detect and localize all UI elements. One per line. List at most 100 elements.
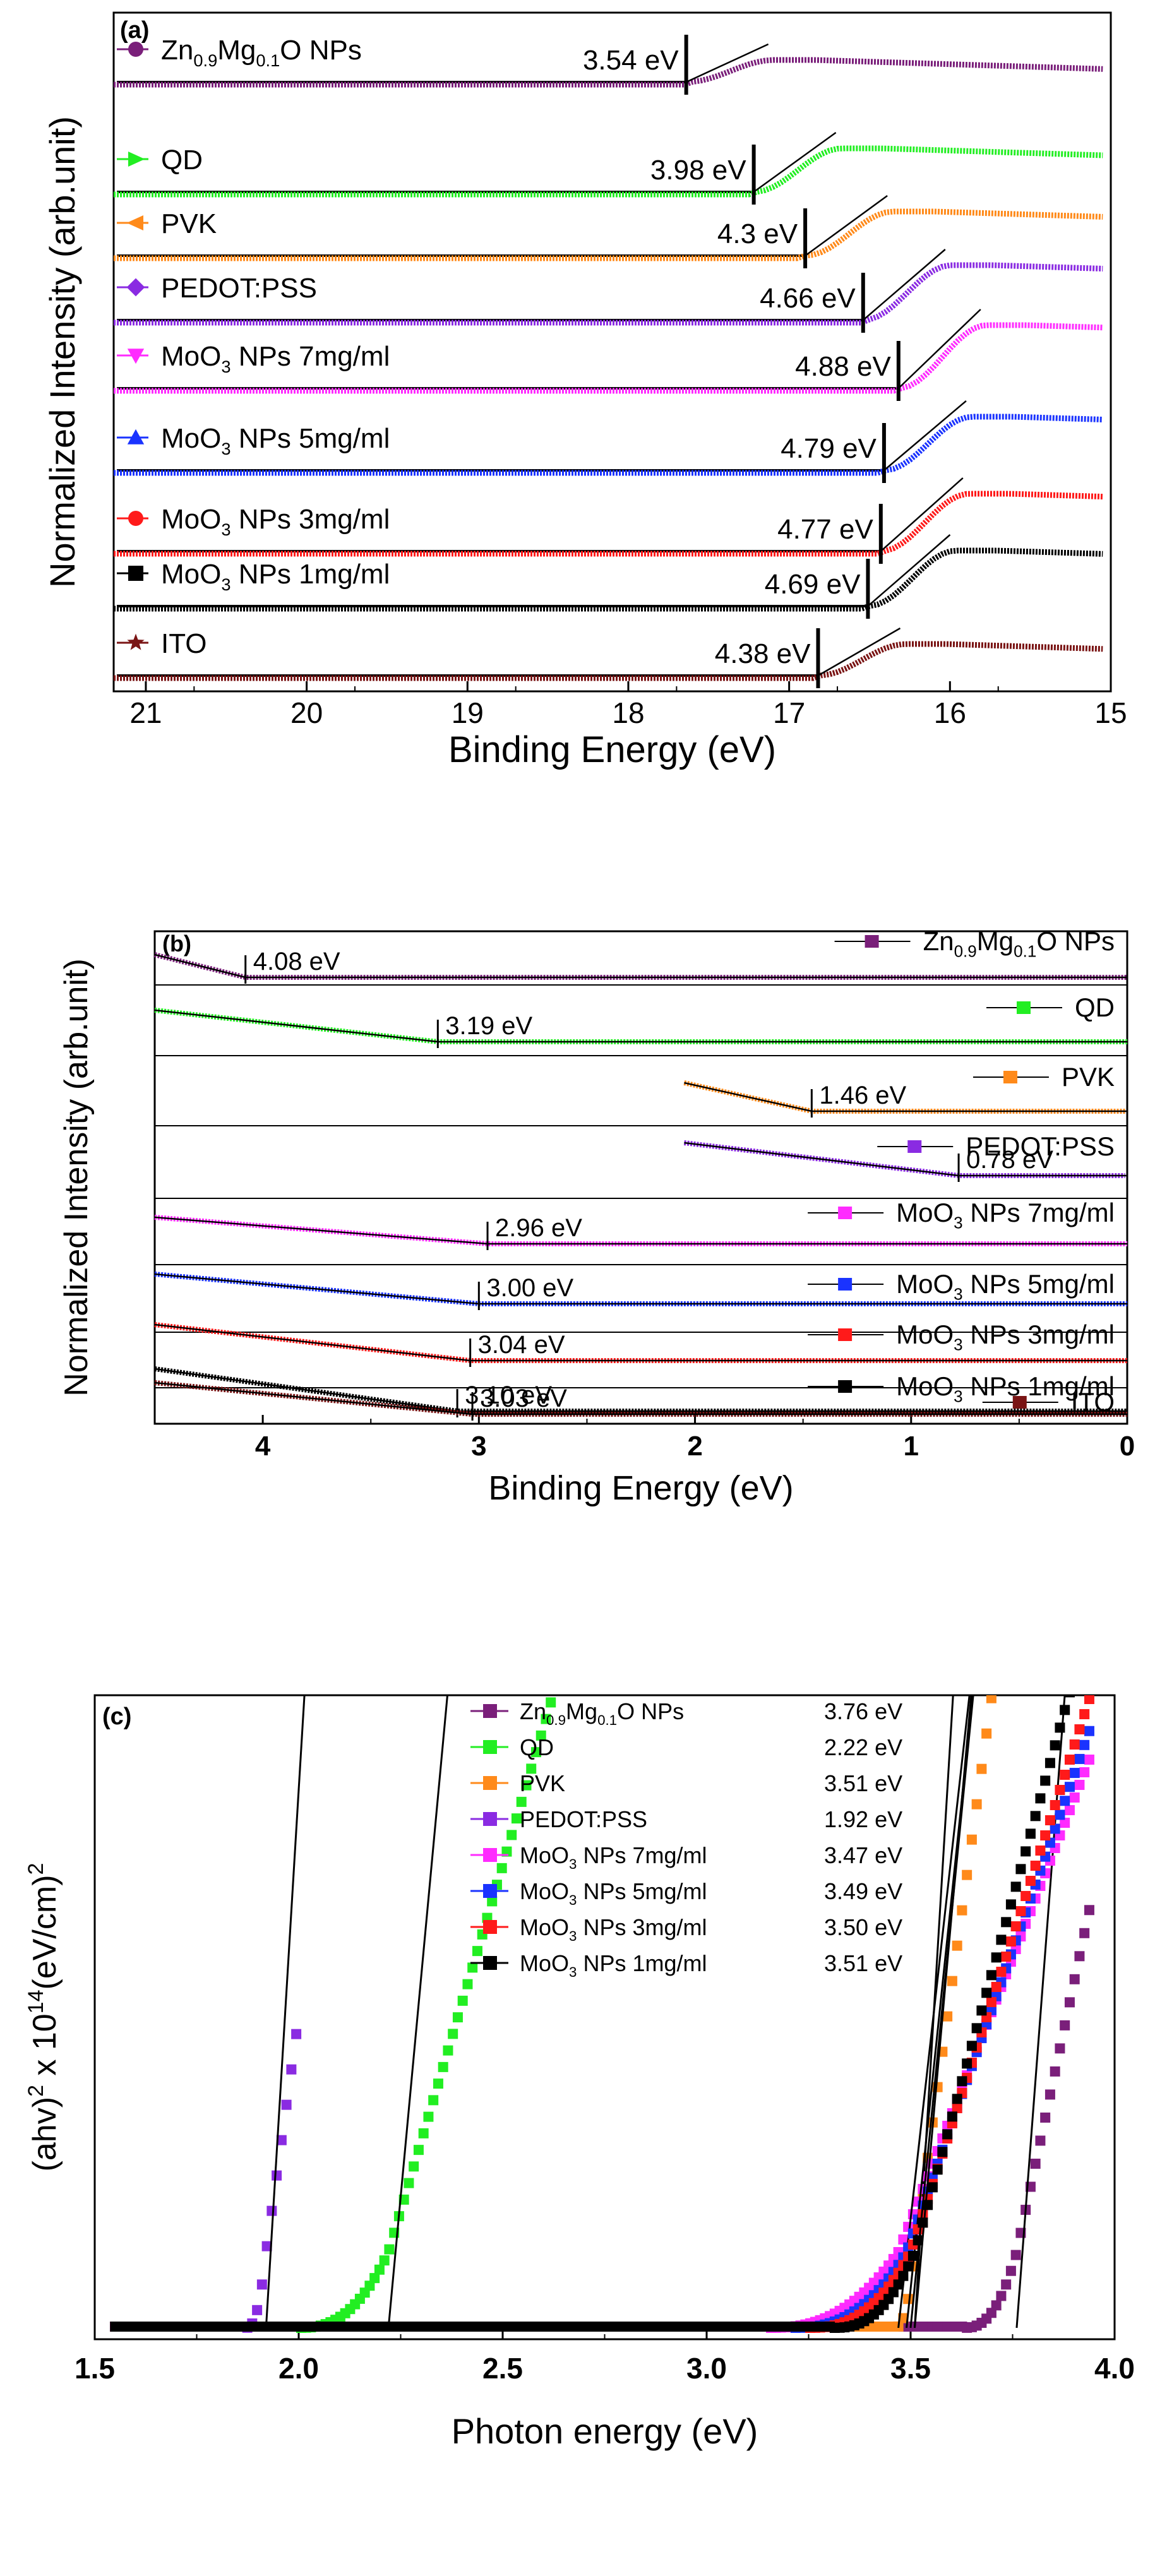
- data-point: [923, 2200, 933, 2210]
- data-curve: [114, 145, 1103, 198]
- legend-entry-pedot-pss: PEDOT:PSS 1.92 eV: [470, 1806, 902, 1832]
- panel-b: (b) 4 3 2 1 0 Binding Energy (eV) Normalized In…: [58, 926, 1135, 1507]
- legend-value: 1.92 eV: [824, 1806, 902, 1832]
- data-point: [1074, 1753, 1085, 1764]
- data-point: [1050, 1740, 1060, 1751]
- legend-marker: [126, 278, 145, 297]
- data-point: [1044, 2089, 1055, 2100]
- legend-marker: [483, 1920, 497, 1934]
- data-point: [462, 1979, 473, 1989]
- onset-tangent: [805, 194, 888, 257]
- data-point: [1015, 1864, 1026, 1875]
- plot-area: [110, 1695, 1094, 2333]
- cutoff-value: 4.3 eV: [717, 218, 798, 249]
- data-point: [942, 2129, 953, 2140]
- cutoff-value: 4.88 eV: [795, 351, 891, 382]
- data-point: [1001, 2279, 1012, 2290]
- data-point: [369, 2273, 380, 2284]
- data-point: [903, 2294, 914, 2305]
- legend-label: MoO3 NPs 7mg/ml: [896, 1198, 1115, 1232]
- legend-label: QD: [1075, 993, 1115, 1022]
- data-point: [888, 2287, 899, 2298]
- data-point: [266, 2205, 277, 2216]
- fit-line: [154, 953, 246, 979]
- data-curve: [114, 208, 1103, 261]
- data-point: [976, 2005, 987, 2016]
- legend-value: 3.51 eV: [824, 1950, 902, 1976]
- data-point: [957, 1905, 967, 1916]
- data-point: [1055, 1810, 1065, 1820]
- data-curve: [114, 491, 1103, 557]
- series-ito: 4.38 eV ITO: [114, 627, 1103, 688]
- data-point: [1050, 1800, 1060, 1810]
- data-point: [272, 2170, 282, 2181]
- panel-label: (b): [162, 931, 191, 957]
- data-point: [1060, 2020, 1070, 2030]
- panel-label: (c): [102, 1703, 131, 1730]
- data-point: [1055, 2043, 1065, 2054]
- fit-line: [154, 1381, 473, 1416]
- data-point: [903, 2261, 914, 2272]
- legend-label: MoO3 NPs 7mg/ml: [520, 1842, 707, 1872]
- data-point: [438, 2061, 448, 2072]
- series-moo3-nps-5mg-ml: 4.79 eV MoO3 NPs 5mg/ml: [114, 400, 1103, 483]
- data-point: [487, 1896, 498, 1907]
- x-tick-label: 1: [904, 1431, 919, 1462]
- data-point: [1069, 1739, 1080, 1750]
- data-point: [991, 2300, 1002, 2311]
- fit-line: [387, 1695, 449, 2329]
- legend-label: PEDOT:PSS: [161, 273, 317, 304]
- onset-value: 1.46 eV: [819, 1082, 906, 1109]
- legend-label: ITO: [161, 628, 207, 659]
- fit-line: [154, 1216, 488, 1245]
- data-point: [261, 2241, 272, 2251]
- data-point: [1074, 1951, 1085, 1962]
- data-point: [467, 1962, 478, 1973]
- series-zn0-9mg0-1o-nps: 3.54 eV Zn0.9Mg0.1O NPs: [114, 35, 1103, 95]
- legend-value: 3.51 eV: [824, 1770, 902, 1796]
- data-point: [1055, 1722, 1065, 1733]
- onset-tangent: [867, 534, 951, 607]
- data-point: [986, 1997, 996, 2007]
- legend-marker: [128, 42, 143, 57]
- data-point: [252, 2305, 263, 2315]
- legend-label: Zn0.9Mg0.1O NPs: [520, 1698, 684, 1728]
- data-point: [1010, 1881, 1021, 1892]
- legend-label: MoO3 NPs 1mg/ml: [520, 1950, 707, 1980]
- data-point: [1035, 1846, 1046, 1856]
- data-curve: [114, 57, 1103, 88]
- legend-value: 3.76 eV: [824, 1698, 902, 1724]
- data-point: [1064, 1782, 1075, 1792]
- fit-line: [684, 1082, 812, 1112]
- data-curve: [114, 322, 1103, 394]
- data-point: [1079, 1739, 1090, 1750]
- series-pvk: 1.46 eV PVK: [683, 1062, 1127, 1118]
- data-point: [374, 2264, 385, 2275]
- data-point: [546, 1697, 556, 1708]
- data-point: [511, 1813, 522, 1824]
- data-point: [530, 1747, 541, 1758]
- legend-label: PVK: [1062, 1062, 1115, 1092]
- data-point: [927, 2182, 938, 2193]
- onset-value: 4.08 eV: [253, 948, 340, 975]
- onset-tangent: [883, 400, 967, 471]
- legend-entry-pvk: PVK 3.51 eV: [470, 1770, 902, 1796]
- data-point: [1069, 1974, 1080, 1984]
- legend-label: PEDOT:PSS: [520, 1806, 647, 1832]
- data-point: [1044, 1758, 1055, 1768]
- data-point: [1079, 1767, 1090, 1777]
- data-point: [957, 2076, 967, 2087]
- legend-marker: [1017, 1001, 1031, 1014]
- data-point: [379, 2255, 390, 2266]
- data-curve: [114, 262, 1103, 326]
- data-point: [541, 1714, 551, 1724]
- legend-marker: [865, 935, 879, 948]
- x-axis-title: Binding Energy (eV): [448, 729, 776, 770]
- data-point: [496, 1863, 507, 1873]
- data-point: [1064, 1805, 1075, 1815]
- x-tick-label: 2.0: [278, 2352, 319, 2385]
- fit-line: [154, 1009, 438, 1043]
- y-axis-title: Normalized Intensity (arb.unit): [42, 116, 82, 588]
